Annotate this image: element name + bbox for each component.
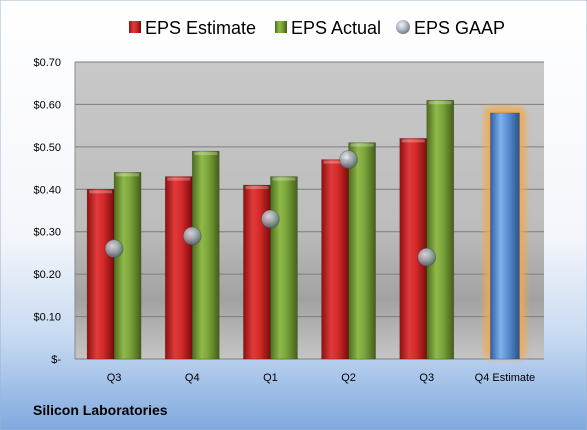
x-tick-label: Q2 bbox=[341, 372, 356, 384]
bar-eps-actual bbox=[348, 142, 376, 360]
bar-eps-estimate bbox=[164, 176, 193, 360]
y-tick-label: $0.40 bbox=[33, 184, 61, 196]
legend-label: EPS GAAP bbox=[414, 18, 505, 38]
legend-swatch bbox=[275, 21, 287, 33]
bar-eps-actual bbox=[270, 176, 298, 360]
x-tick-label: Q3 bbox=[419, 372, 434, 384]
grid-lines bbox=[74, 61, 544, 360]
y-tick-label: $- bbox=[51, 354, 61, 366]
bar-eps-estimate bbox=[86, 188, 115, 360]
y-tick-label: $0.60 bbox=[33, 99, 61, 111]
company-name: Silicon Laboratories bbox=[33, 402, 168, 418]
bar-eps-estimate-highlight bbox=[89, 190, 113, 194]
y-axis-ticks: $- $0.10 $0.20 $0.30 $0.40 $0.50 $0.60 $0.70 bbox=[33, 57, 61, 366]
bar-eps-estimate-highlight bbox=[401, 139, 425, 143]
bar-eps-actual-highlight bbox=[350, 143, 374, 147]
y-tick-label: $0.50 bbox=[33, 142, 61, 154]
bar-eps-estimate-highlight bbox=[323, 160, 347, 164]
bar-eps-estimate-highlight bbox=[245, 186, 269, 190]
bar-eps-actual-highlight bbox=[428, 101, 452, 105]
bar-eps-estimate-highlight bbox=[167, 177, 191, 181]
point-eps-gaap bbox=[417, 247, 437, 267]
bar-eps-actual bbox=[191, 150, 220, 360]
y-tick-label: $0.10 bbox=[33, 312, 61, 324]
legend-label: EPS Actual bbox=[291, 18, 381, 38]
x-tick-label: Q1 bbox=[263, 372, 278, 384]
y-tick-label: $0.30 bbox=[33, 227, 61, 239]
bar-eps-estimate bbox=[321, 159, 349, 360]
point-eps-gaap bbox=[182, 226, 202, 246]
point-eps-gaap bbox=[261, 209, 280, 229]
plot-area bbox=[75, 62, 544, 359]
bar-eps-actual bbox=[426, 99, 455, 360]
legend: EPS Estimate EPS Actual EPS GAAP bbox=[129, 18, 505, 38]
y-tick-label: $0.70 bbox=[33, 57, 61, 69]
bar-eps-actual-highlight bbox=[116, 173, 140, 177]
legend-swatch bbox=[129, 21, 141, 33]
x-tick-label: Q4 bbox=[185, 372, 200, 384]
legend-label: EPS Estimate bbox=[145, 18, 256, 38]
bar-q4-estimate bbox=[490, 112, 520, 360]
x-tick-label: Q3 bbox=[107, 372, 122, 384]
bar-eps-estimate bbox=[399, 138, 428, 360]
legend-swatch bbox=[396, 20, 410, 34]
bar-eps-actual bbox=[113, 172, 142, 360]
x-tick-label: Q4 Estimate bbox=[475, 372, 536, 384]
bar-eps-actual-highlight bbox=[272, 177, 296, 181]
x-axis-ticks: Q3 Q4 Q1 Q2 Q3 Q4 Estimate bbox=[107, 372, 535, 384]
y-tick-label: $0.20 bbox=[33, 269, 61, 281]
point-eps-gaap bbox=[339, 150, 358, 169]
bar-eps-actual-highlight bbox=[194, 152, 218, 156]
gaap-points bbox=[104, 150, 437, 267]
point-eps-gaap bbox=[104, 239, 124, 259]
